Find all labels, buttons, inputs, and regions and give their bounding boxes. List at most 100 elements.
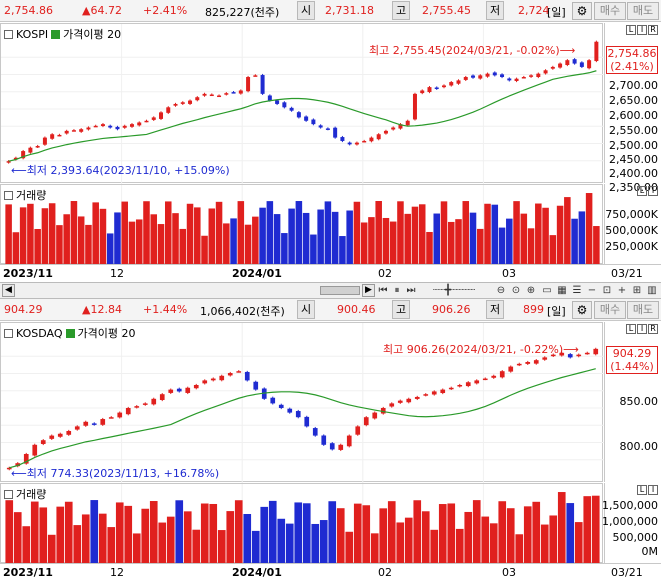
minus-icon[interactable]: − [587, 285, 597, 296]
volume-bar [455, 219, 462, 265]
volume-bar [513, 201, 520, 265]
chart-box-icon[interactable]: ▭ [542, 285, 552, 296]
kosdaq-period[interactable]: [일] [547, 305, 566, 318]
volume-bar [404, 213, 411, 265]
volume-bar [389, 221, 397, 265]
candle-body [238, 90, 243, 94]
volume-bar [208, 208, 216, 265]
kospi-price-chart[interactable]: KOSPI 가격이평 20 최고 2,755.45(2024/03/21, -0.… [0, 23, 604, 184]
kosdaq-volume-chart[interactable]: 거래량 [0, 483, 603, 564]
candle-body [355, 426, 361, 435]
kosdaq-price-chart[interactable]: KOSDAQ 가격이평 20 최고 906.26(2024/03/21, -0.2… [0, 322, 604, 483]
table-icon[interactable]: ▦ [557, 285, 567, 296]
candle-body [224, 93, 229, 95]
volume-bar [469, 212, 477, 265]
candle-body [86, 127, 91, 130]
volume-bar [464, 511, 473, 564]
candle-body [151, 117, 156, 120]
volume-bar [115, 502, 124, 564]
volume-bar [56, 225, 63, 265]
candle-body [159, 394, 165, 401]
grid-icon[interactable]: ⊞ [632, 285, 642, 296]
kosdaq-buy-button[interactable]: 매수 [594, 301, 626, 319]
candle-body [440, 389, 446, 394]
volume-bar [158, 522, 167, 564]
layout-icon[interactable]: ▥ [647, 285, 657, 296]
candle-body [244, 371, 250, 381]
list-icon[interactable]: ☰ [572, 285, 582, 296]
candle-body [23, 454, 29, 464]
pause-icon[interactable]: ⏸ [394, 285, 400, 296]
candle-body [289, 107, 294, 111]
volume-bar [382, 217, 390, 265]
candle-body [572, 59, 577, 64]
kospi-price: 2,754.86 [4, 4, 53, 17]
kospi-volume-chart[interactable]: 거래량 [0, 184, 603, 265]
volume-bar [244, 224, 252, 265]
scroll-left-button[interactable]: ◀ [2, 284, 15, 297]
kosdaq-volume-label: 거래량 [4, 486, 46, 502]
candle-body [166, 107, 171, 113]
candle-body [397, 400, 403, 403]
volume-bar [149, 501, 158, 564]
candle-body [202, 380, 208, 384]
candle-body [449, 82, 454, 86]
kosdaq-settings-gear-icon[interactable]: ⚙ [572, 301, 592, 319]
kosdaq-low-label: 저 [486, 300, 504, 319]
volume-bar [527, 228, 535, 265]
volume-bar [22, 526, 31, 564]
candle-body [329, 443, 335, 450]
candle-body [260, 75, 265, 94]
volume-bar [397, 201, 404, 265]
candle-body [593, 348, 599, 355]
kospi-buy-button[interactable]: 매수 [594, 2, 626, 20]
volume-bar [124, 505, 133, 564]
volume-bar [491, 204, 499, 265]
volume-bar [194, 207, 201, 265]
kosdaq-low: 899 [523, 303, 544, 316]
volume-bar [77, 216, 85, 265]
scroll-thumb[interactable] [320, 286, 360, 295]
volume-bar [226, 511, 235, 564]
volume-bar [48, 203, 56, 265]
scroll-right-button[interactable]: ▶ [362, 284, 375, 297]
volume-bar [295, 201, 303, 265]
candle-body [134, 406, 140, 408]
chart-scrollbar[interactable]: ◀ ▶ ⏮ ⏸ ⏭ ┈┈╋┈┈┈┈ ⊖ ⊙ ⊕ ▭ ▦ ☰ − ⊡ + ⊞ ▥ [0, 282, 661, 299]
first-icon[interactable]: ⏮ [378, 285, 388, 296]
volume-bar [557, 492, 566, 564]
candle-body [567, 354, 573, 358]
kospi-volume-label: 거래량 [4, 187, 46, 203]
volume-bar [251, 530, 260, 564]
volume-bar [353, 201, 361, 265]
plus-icon[interactable]: + [617, 285, 627, 296]
volume-bar [99, 208, 107, 265]
volume-bar [447, 503, 456, 564]
end-icon[interactable]: ⏭ [406, 285, 416, 296]
kosdaq-sell-button[interactable]: 매도 [627, 301, 659, 319]
zoom-out-icon[interactable]: ⊖ [496, 285, 506, 296]
volume-bar [506, 218, 513, 265]
kosdaq-low-note: ⟵최저 774.33(2023/11/13, +16.78%) [11, 467, 220, 480]
candle-body [115, 126, 120, 130]
volume-bar [379, 508, 388, 564]
kosdaq-volume: 1,066,402(천주) [200, 305, 285, 318]
kospi-sell-button[interactable]: 매도 [627, 2, 659, 20]
volume-bar [166, 516, 175, 564]
volume-bar [311, 523, 320, 564]
volume-bar [404, 517, 413, 564]
candle-body [536, 73, 541, 77]
volume-bar [368, 217, 375, 265]
kospi-settings-gear-icon[interactable]: ⚙ [572, 2, 592, 20]
candle-body [474, 380, 480, 384]
volume-bar [175, 500, 184, 564]
zoom-reset-icon[interactable]: ⊙ [511, 285, 521, 296]
candle-body [448, 387, 454, 390]
zoom-slider[interactable]: ┈┈╋┈┈┈┈ [432, 285, 476, 296]
kospi-high-note: 최고 2,755.45(2024/03/21, -0.02%)⟶ [369, 44, 576, 57]
zoom-in-icon[interactable]: ⊕ [526, 285, 536, 296]
volume-bar [157, 224, 165, 265]
kospi-period[interactable]: [일] [547, 6, 566, 19]
split-icon[interactable]: ⊡ [602, 285, 612, 296]
